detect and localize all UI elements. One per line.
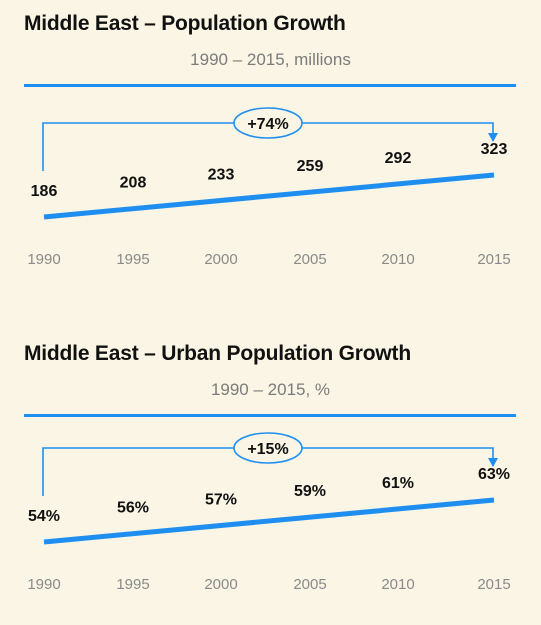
x-tick-label: 2010 — [381, 576, 414, 593]
urban-population-chart: +15% 54% 1990 56% 1995 57% 2000 59% 2005 61% 2010 6… — [27, 432, 511, 593]
chart-title: Middle East – Population Growth — [24, 12, 346, 35]
x-tick-label: 2015 — [477, 251, 510, 268]
data-label: 57% — [205, 492, 237, 509]
data-label: 233 — [208, 167, 235, 184]
chart-title: Middle East – Urban Population Growth — [24, 342, 411, 365]
x-tick-label: 1990 — [27, 251, 60, 268]
x-tick-label: 1995 — [116, 576, 149, 593]
title-divider — [24, 414, 516, 417]
data-label: 61% — [382, 475, 414, 492]
data-label: 292 — [385, 150, 412, 167]
data-label: 56% — [117, 500, 149, 517]
trend-line — [43, 172, 495, 220]
x-tick-label: 2010 — [381, 251, 414, 268]
data-label: 63% — [478, 466, 510, 483]
population-chart: +74% 186 1990 208 1995 233 2000 259 2005 292 2010 3… — [27, 107, 511, 268]
data-label: 54% — [28, 508, 60, 525]
arrow-down-icon — [488, 133, 498, 142]
x-tick-label: 1990 — [27, 576, 60, 593]
data-label: 208 — [120, 175, 147, 192]
x-tick-label: 2000 — [204, 576, 237, 593]
urban-population-growth-panel: Middle East – Urban Population Growth 19… — [0, 330, 541, 625]
title-divider — [24, 84, 516, 87]
data-label: 259 — [297, 158, 324, 175]
data-label: 186 — [31, 183, 58, 200]
change-badge-label: +74% — [247, 116, 288, 133]
x-tick-label: 2000 — [204, 251, 237, 268]
x-tick-label: 2005 — [293, 251, 326, 268]
data-label: 59% — [294, 483, 326, 500]
change-badge — [233, 107, 303, 139]
chart-subtitle: 1990 – 2015, % — [210, 380, 331, 399]
x-tick-label: 2005 — [293, 576, 326, 593]
change-badge — [233, 432, 303, 464]
arrow-down-icon — [488, 458, 498, 467]
chart-subtitle: 1990 – 2015, millions — [190, 50, 351, 69]
data-label: 323 — [481, 141, 508, 158]
x-tick-label: 1995 — [116, 251, 149, 268]
trend-line — [43, 497, 495, 545]
x-tick-label: 2015 — [477, 576, 510, 593]
population-growth-panel: Middle East – Population Growth 1990 – 2… — [0, 0, 541, 312]
change-badge-label: +15% — [247, 441, 288, 458]
